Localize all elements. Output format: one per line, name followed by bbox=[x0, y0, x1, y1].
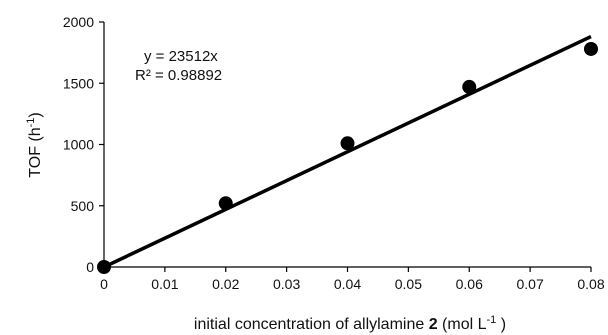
data-point bbox=[97, 260, 111, 274]
data-point bbox=[218, 196, 233, 211]
x-tick-label: 0.04 bbox=[334, 276, 361, 292]
trendline-group bbox=[103, 35, 592, 269]
x-tick-label: 0.06 bbox=[456, 276, 483, 292]
x-tick-label: 0.08 bbox=[577, 276, 604, 292]
y-tick-label: 0 bbox=[86, 259, 94, 275]
r-squared-label: R² = 0.98892 bbox=[135, 67, 222, 84]
x-tick-label: 0.05 bbox=[395, 276, 422, 292]
data-point bbox=[340, 136, 355, 151]
y-axis-title-close: ) bbox=[27, 112, 44, 117]
x-tick-label: 0.03 bbox=[273, 276, 300, 292]
data-point bbox=[462, 79, 477, 94]
trendline-equation: y = 23512x bbox=[144, 48, 218, 65]
x-axis-title-unit-exponent: -1 bbox=[487, 314, 497, 326]
trendline bbox=[103, 35, 592, 269]
x-axis-title-text: initial concentration of allylamine bbox=[194, 316, 429, 333]
y-tick-label: 1000 bbox=[63, 137, 94, 153]
y-axis-title-exponent: -1 bbox=[25, 118, 37, 128]
x-tick-label: 0.07 bbox=[517, 276, 544, 292]
data-point bbox=[584, 41, 598, 56]
x-axis-title-unit-close: ) bbox=[496, 316, 506, 333]
y-tick-label: 2000 bbox=[63, 14, 94, 30]
x-tick-label: 0.01 bbox=[151, 276, 178, 292]
y-tick-label: 1500 bbox=[63, 75, 94, 91]
x-axis-title-unit: (mol L bbox=[438, 316, 487, 333]
x-axis-title-compound-number: 2 bbox=[429, 316, 438, 333]
y-axis-title: TOF (h-1) bbox=[25, 112, 44, 177]
x-tick-label: 0 bbox=[100, 276, 108, 292]
x-axis-title: initial concentration of allylamine 2 (m… bbox=[194, 314, 506, 333]
x-ticks: 0 0.01 0.02 0.03 0.04 0.05 0.06 0.07 0.08 bbox=[100, 267, 605, 292]
data-points bbox=[97, 41, 598, 274]
y-ticks: 0 500 1000 1500 2000 bbox=[63, 14, 104, 275]
y-axis-title-text: TOF (h bbox=[27, 127, 44, 177]
x-tick-label: 0.02 bbox=[212, 276, 239, 292]
y-tick-label: 500 bbox=[71, 198, 95, 214]
